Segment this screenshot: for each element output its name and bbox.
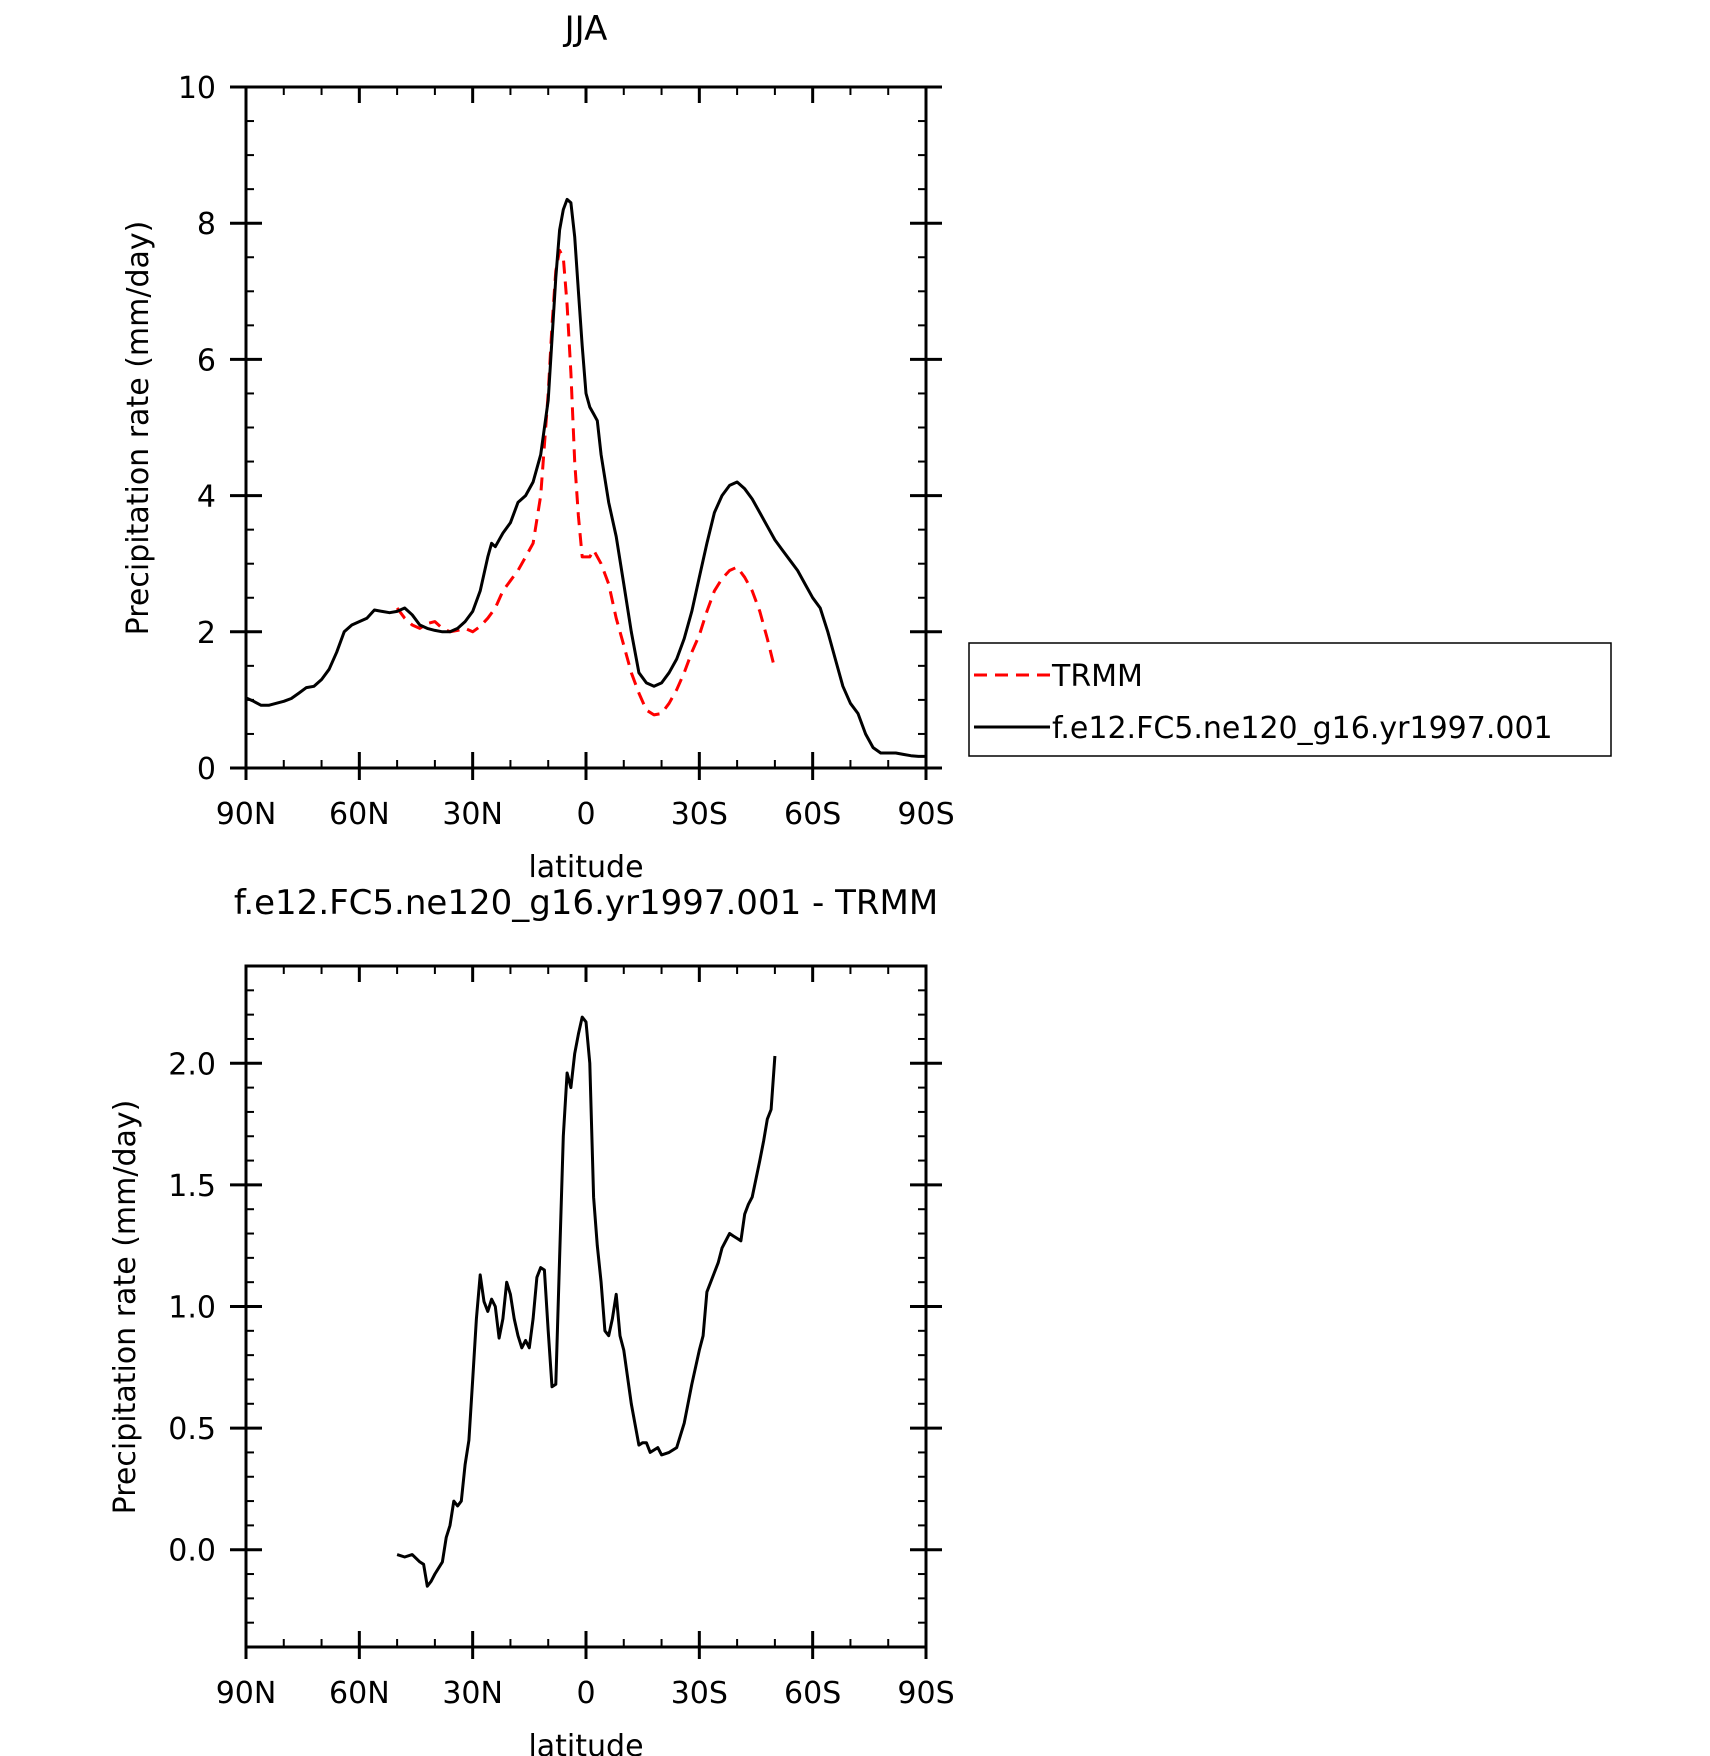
- axis-tick-labels: 90N 60N 30N 0 30S 60S 90S 0.0 0.5 1.0 1.5 2.0: [168, 1047, 954, 1711]
- y-tick-label: 2: [197, 616, 216, 651]
- x-tick-label: 30S: [671, 1676, 728, 1711]
- legend: TRMM f.e12.FC5.ne120_g16.yr1997.001: [968, 642, 1612, 757]
- y-tick-label: 2.0: [168, 1047, 216, 1082]
- legend-label-model: f.e12.FC5.ne120_g16.yr1997.001: [1052, 711, 1553, 746]
- chart-panel-difference: f.e12.FC5.ne120_g16.yr1997.001 - TRMM 90…: [108, 883, 955, 1756]
- chart-title: f.e12.FC5.ne120_g16.yr1997.001 - TRMM: [234, 883, 938, 923]
- series-line-f-e12-fc5-ne120-g16-yr1997-001: [245, 197, 926, 758]
- x-tick-label: 60S: [784, 797, 841, 832]
- x-tick-label: 30N: [442, 797, 503, 832]
- y-axis-label: Precipitation rate (mm/day): [108, 1100, 143, 1515]
- y-tick-label: 4: [197, 480, 216, 515]
- x-tick-label: 30S: [671, 797, 728, 832]
- series-line-difference: [396, 1015, 777, 1588]
- y-tick-label: 8: [197, 207, 216, 242]
- y-tick-label: 1.5: [168, 1169, 216, 1204]
- series-lines: [396, 1015, 777, 1588]
- axis-ticks: [230, 965, 942, 1659]
- x-tick-label: 90N: [216, 1676, 277, 1711]
- series-lines: [245, 197, 926, 758]
- legend-label-trmm: TRMM: [1051, 659, 1143, 694]
- x-tick-label: 60N: [329, 797, 390, 832]
- x-tick-label: 90N: [216, 797, 277, 832]
- x-tick-label: 60N: [329, 1676, 390, 1711]
- x-tick-label: 90S: [897, 1676, 954, 1711]
- y-tick-label: 0.5: [168, 1412, 216, 1447]
- y-tick-label: 10: [178, 71, 216, 106]
- x-tick-label: 90S: [897, 797, 954, 832]
- chart-title: JJA: [563, 9, 608, 49]
- x-tick-label: 60S: [784, 1676, 841, 1711]
- plot-frame: [244, 85, 928, 770]
- x-axis-label: latitude: [528, 850, 643, 885]
- legend-box: [968, 642, 1612, 757]
- y-tick-label: 1.0: [168, 1291, 216, 1326]
- y-tick-label: 0.0: [168, 1534, 216, 1569]
- axis-tick-labels: 90N 60N 30N 0 30S 60S 90S 0 2 4 6 8 10: [178, 71, 955, 832]
- plot-frame: [244, 964, 928, 1649]
- x-tick-label: 0: [576, 797, 595, 832]
- series-line-trmm: [395, 248, 777, 717]
- y-tick-label: 6: [197, 343, 216, 378]
- x-tick-label: 30N: [442, 1676, 503, 1711]
- x-axis-label: latitude: [528, 1729, 643, 1756]
- y-axis-label: Precipitation rate (mm/day): [121, 221, 156, 636]
- y-tick-label: 0: [197, 752, 216, 787]
- axis-ticks: [230, 85, 942, 780]
- x-tick-label: 0: [576, 1676, 595, 1711]
